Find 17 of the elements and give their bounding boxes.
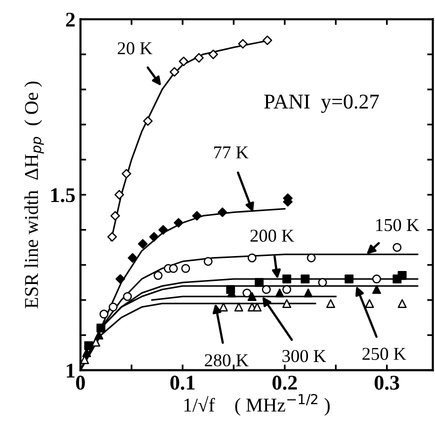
y-tick-label: 1 (66, 364, 75, 378)
annotation: 77 K (214, 146, 248, 158)
annotation: 280 K (204, 354, 249, 366)
annotation: 20 K (118, 42, 152, 54)
x-tick-label: 0.2 (272, 376, 297, 390)
x-tick-label: 0.1 (170, 376, 195, 390)
x-tick-label: 0.3 (374, 376, 400, 390)
y-tick-label: 1.5 (51, 188, 75, 202)
annotation: 200 K (250, 230, 294, 242)
annotation: 300 K (282, 350, 326, 362)
annotation: 150 K (376, 218, 420, 232)
x-tick-label: 0 (76, 376, 85, 390)
annotation: PANI y=0.27 (264, 94, 379, 113)
y-axis-title: ESR line width ΔH$_{pp}$ ( Oe ) (24, 82, 44, 308)
x-axis-title: 1/√f ( MHz$^{−1/2}$ ) (184, 394, 330, 416)
annotation: 250 K (362, 348, 406, 360)
y-tick-label: 2 (66, 12, 75, 26)
